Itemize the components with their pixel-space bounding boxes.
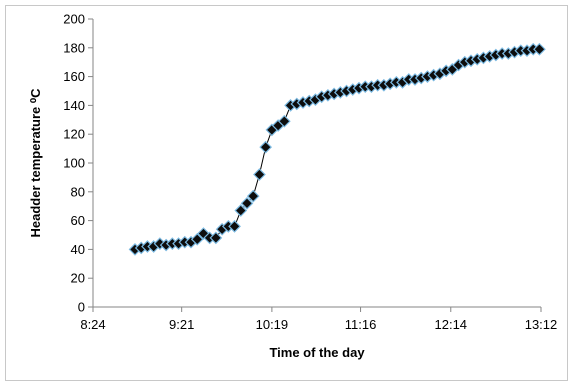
trendline-layer <box>134 48 540 250</box>
y-tick-label: 20 <box>71 271 85 286</box>
trendline <box>134 48 540 250</box>
x-tick-label: 12:14 <box>435 317 468 332</box>
data-point <box>277 114 291 128</box>
axes <box>92 19 541 308</box>
y-tick-label: 0 <box>78 300 85 315</box>
y-tick-label: 60 <box>71 213 85 228</box>
y-tick-label: 140 <box>63 98 85 113</box>
y-tick-label: 80 <box>71 184 85 199</box>
y-tick-label: 40 <box>71 242 85 257</box>
chart-container: 0 20 40 60 80 100 120 140 160 180 200 8:24 9:21 10:1… <box>5 5 568 381</box>
y-ticks: 0 20 40 60 80 100 120 140 160 180 200 <box>63 12 93 315</box>
data-point <box>234 204 248 217</box>
temperature-chart: 0 20 40 60 80 100 120 140 160 180 200 8:24 9:21 10:1… <box>28 12 557 361</box>
data-point <box>228 220 241 233</box>
data-points <box>128 42 546 256</box>
x-tick-label: 10:19 <box>256 317 289 332</box>
y-tick-label: 160 <box>63 69 85 84</box>
data-point <box>209 231 223 245</box>
data-point <box>240 196 254 210</box>
data-point <box>253 168 266 181</box>
x-tick-label: 13:12 <box>525 317 558 332</box>
y-tick-label: 200 <box>63 12 85 27</box>
data-point <box>533 42 546 56</box>
x-tick-label: 8:24 <box>80 317 105 332</box>
x-axis-title: Time of the day <box>269 345 365 360</box>
y-tick-label: 180 <box>63 40 85 55</box>
y-axis-title: Headder temperature ⁰C <box>28 88 43 238</box>
y-tick-label: 120 <box>63 127 85 142</box>
x-ticks: 8:24 9:21 10:19 11:16 12:14 13:12 <box>80 307 557 332</box>
x-tick-label: 11:16 <box>345 317 377 332</box>
data-point <box>259 140 273 154</box>
y-tick-label: 100 <box>63 156 85 171</box>
data-point <box>246 189 260 203</box>
data-point <box>190 232 204 246</box>
x-tick-label: 9:21 <box>169 317 194 332</box>
